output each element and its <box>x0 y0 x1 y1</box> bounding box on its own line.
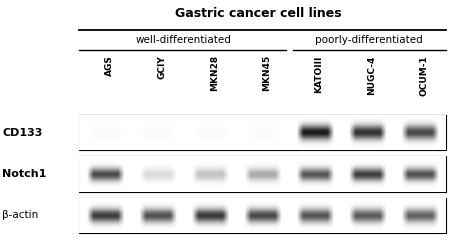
Bar <box>79 198 446 233</box>
Text: AGS: AGS <box>105 55 114 76</box>
Bar <box>79 156 446 192</box>
Text: poorly-differentiated: poorly-differentiated <box>315 35 423 45</box>
Text: Notch1: Notch1 <box>2 169 47 179</box>
Bar <box>79 115 446 150</box>
Text: MKN45: MKN45 <box>262 55 271 91</box>
Text: well-differentiated: well-differentiated <box>135 35 231 45</box>
Text: KATOIII: KATOIII <box>315 55 324 93</box>
Text: MKN28: MKN28 <box>210 55 219 91</box>
Text: NUGC-4: NUGC-4 <box>367 55 376 95</box>
Text: OCUM-1: OCUM-1 <box>419 55 428 96</box>
Text: GCIY: GCIY <box>158 55 166 79</box>
Text: Gastric cancer cell lines: Gastric cancer cell lines <box>176 7 342 20</box>
Text: β-actin: β-actin <box>2 210 39 220</box>
Text: CD133: CD133 <box>2 128 43 138</box>
